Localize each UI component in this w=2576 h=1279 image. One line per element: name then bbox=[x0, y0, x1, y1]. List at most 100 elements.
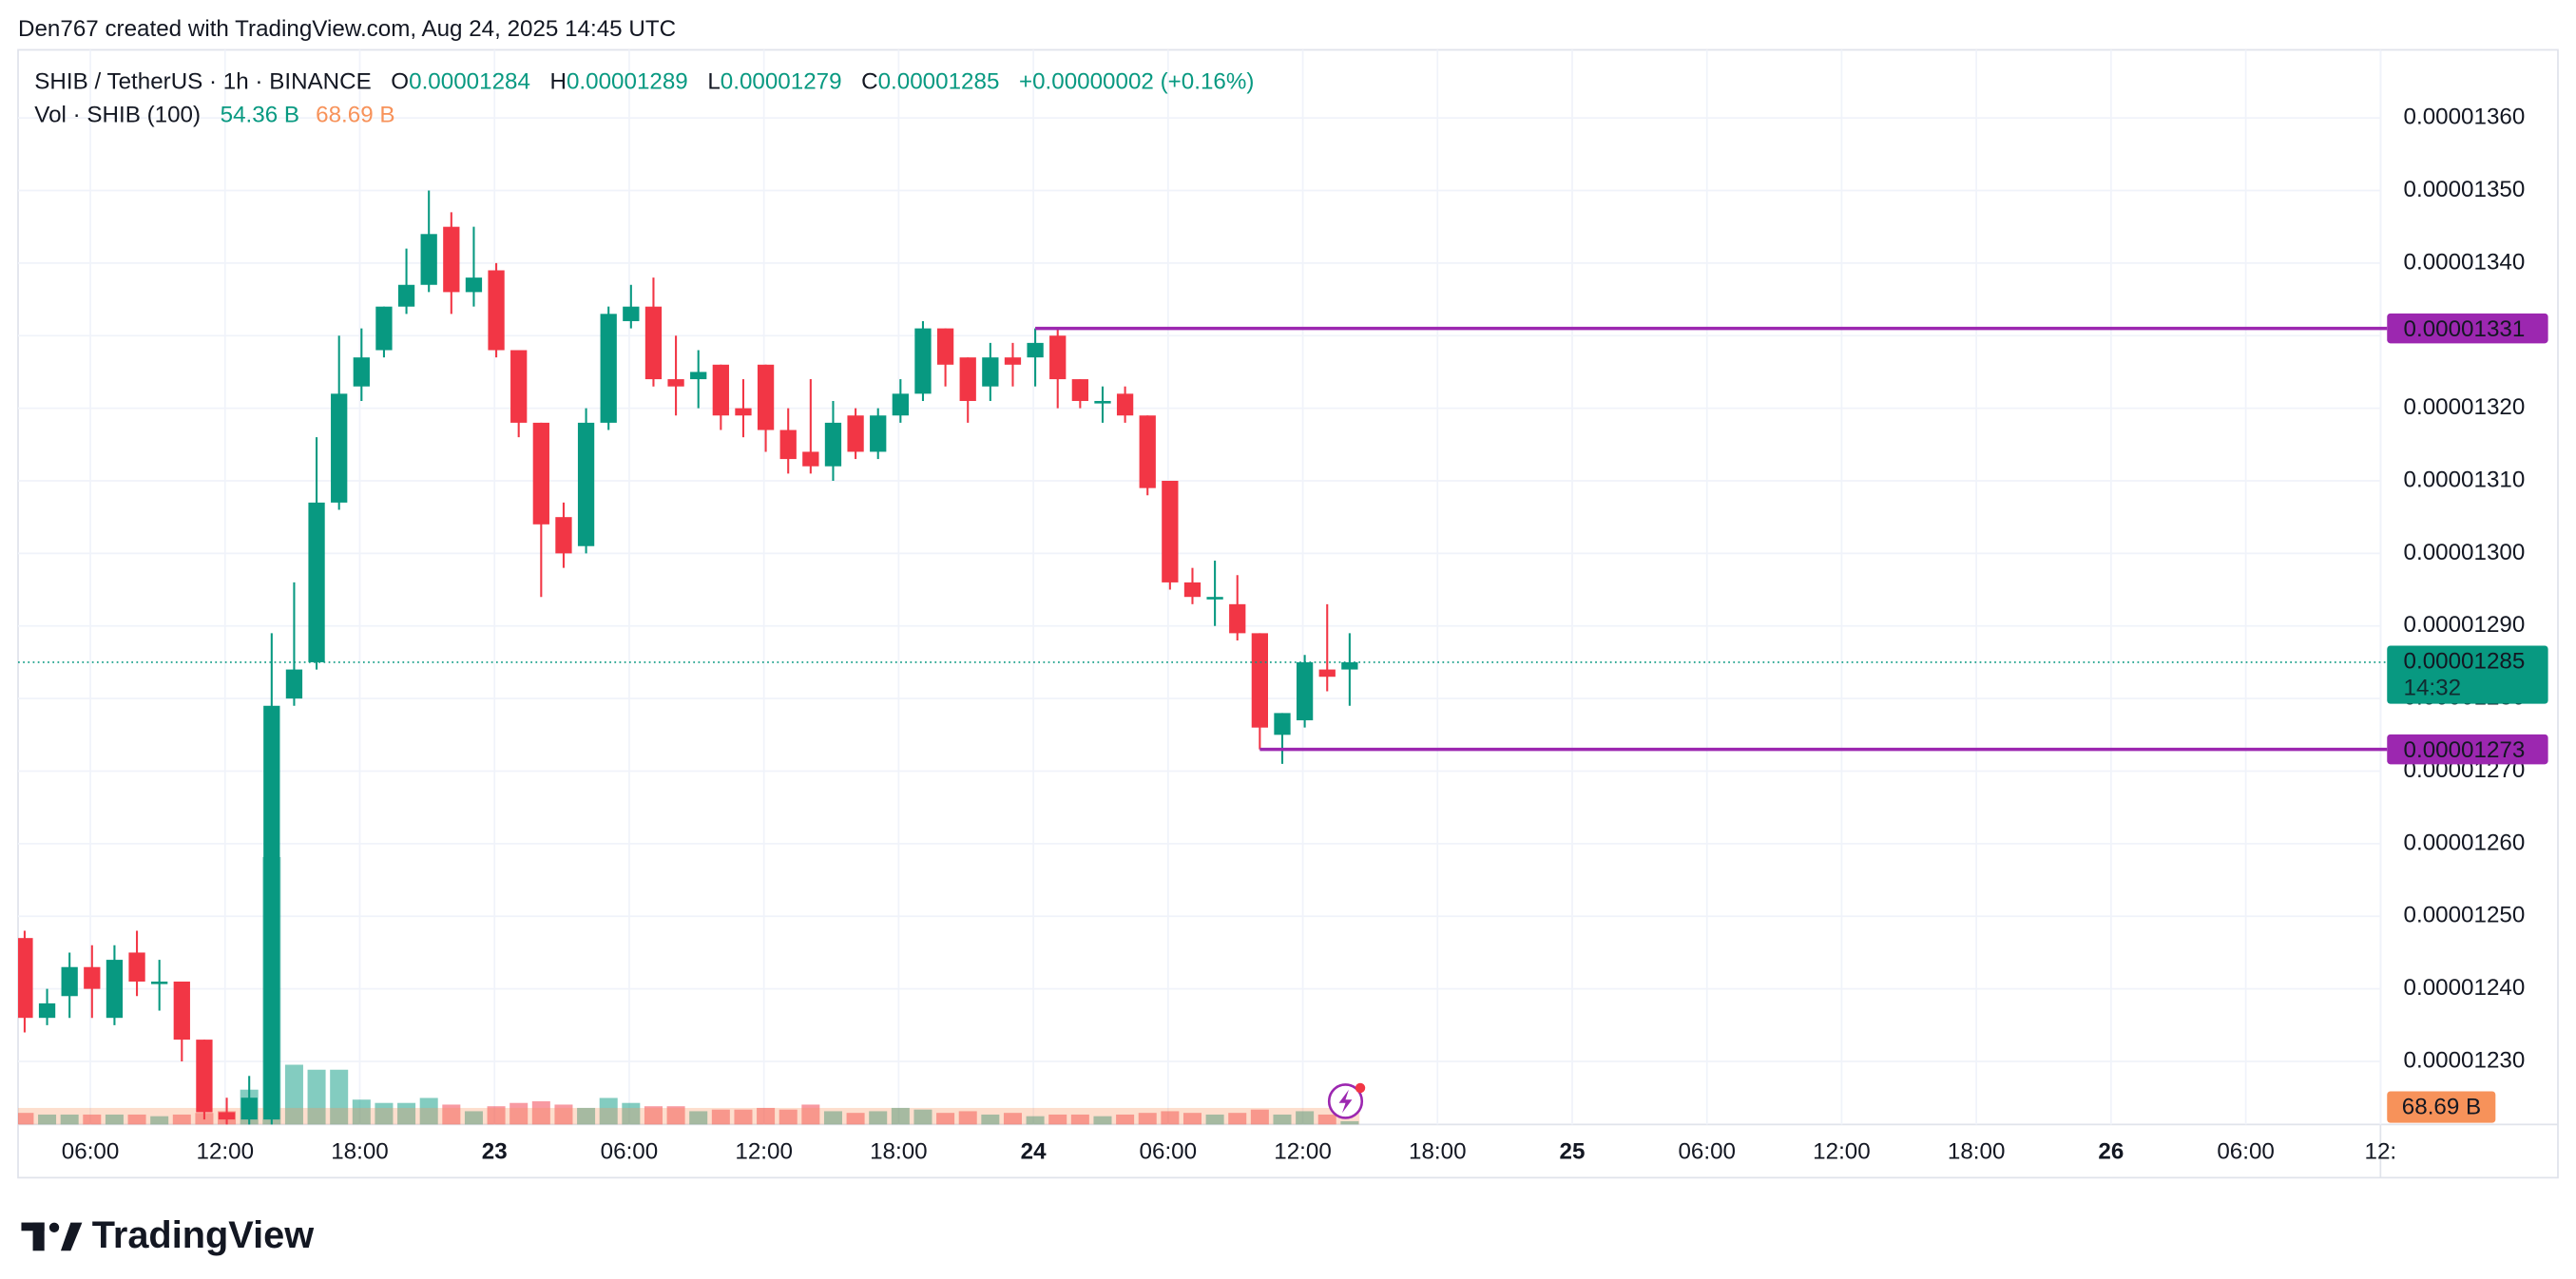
candle-body bbox=[1071, 379, 1088, 401]
volume-bar bbox=[1296, 1111, 1315, 1125]
candle-body bbox=[1162, 480, 1179, 582]
y-tick-label: 0.00001310 bbox=[2404, 467, 2526, 492]
candle-body bbox=[443, 226, 460, 293]
x-tick-label: 23 bbox=[482, 1138, 508, 1164]
volume-bar bbox=[981, 1114, 1000, 1125]
volume-bar bbox=[330, 1069, 349, 1125]
candle-body bbox=[1251, 633, 1269, 728]
candle-body bbox=[397, 284, 415, 307]
volume-bar bbox=[936, 1113, 955, 1125]
volume-bar bbox=[1048, 1114, 1067, 1125]
candle-body bbox=[1318, 669, 1336, 678]
candle-body bbox=[38, 1002, 56, 1019]
legend-key: C bbox=[861, 69, 877, 95]
legend-value: 0.00001279 bbox=[721, 69, 842, 95]
plot-area bbox=[18, 190, 1358, 1125]
legend-row: SHIB / TetherUS · 1h · BINANCE O 0.000012… bbox=[34, 69, 1254, 95]
volume-bar bbox=[757, 1107, 776, 1125]
volume-bar bbox=[38, 1114, 57, 1125]
candle-body bbox=[982, 357, 999, 387]
x-tick-label: 12:00 bbox=[197, 1138, 255, 1164]
candle-body bbox=[757, 364, 775, 430]
candle-body bbox=[1274, 713, 1291, 735]
x-tick-label: 18:00 bbox=[1409, 1138, 1467, 1164]
volume-bar bbox=[577, 1107, 596, 1125]
brand-name: TradingView bbox=[92, 1214, 315, 1256]
volume-pane bbox=[18, 856, 1360, 1125]
x-tick-label: 25 bbox=[1560, 1138, 1586, 1164]
y-tick-label: 0.00001240 bbox=[2404, 975, 2526, 1001]
candle-body bbox=[196, 1040, 213, 1113]
volume-bar bbox=[1093, 1116, 1112, 1125]
volume-bar bbox=[1250, 1109, 1269, 1125]
candle-body bbox=[240, 1098, 258, 1120]
brand-logo: TradingView bbox=[21, 1214, 315, 1256]
candle-body bbox=[892, 393, 909, 416]
candle-body bbox=[1094, 400, 1111, 404]
symbol-title: SHIB / TetherUS · 1h · BINANCE bbox=[34, 69, 371, 95]
y-tick-label: 0.00001290 bbox=[2404, 612, 2526, 638]
alert-icon bbox=[1327, 1082, 1366, 1119]
volume-bar bbox=[1138, 1113, 1157, 1125]
volume-bar bbox=[1273, 1114, 1292, 1125]
legend-key: H bbox=[549, 69, 566, 95]
candle-body bbox=[1229, 603, 1246, 634]
volume-bar bbox=[284, 1064, 303, 1125]
x-tick-label: 18:00 bbox=[870, 1138, 928, 1164]
candle-body bbox=[173, 982, 190, 1040]
volume-bar bbox=[397, 1102, 416, 1125]
volume-ma-area bbox=[18, 1107, 1360, 1125]
candle-body bbox=[847, 415, 864, 452]
x-tick-label: 24 bbox=[1021, 1138, 1047, 1164]
candle-body bbox=[465, 277, 483, 293]
logo-mark bbox=[60, 1222, 83, 1251]
countdown: 14:32 bbox=[2404, 675, 2462, 700]
volume-value: 54.36 B bbox=[221, 103, 299, 128]
candle-body bbox=[308, 502, 325, 662]
candle-body bbox=[1183, 582, 1201, 598]
credit: Den767 created with TradingView.com, Aug… bbox=[18, 16, 676, 42]
y-tick-label: 0.00001340 bbox=[2404, 249, 2526, 275]
chart-frame bbox=[17, 48, 2559, 1179]
volume-bar bbox=[1070, 1114, 1089, 1125]
candle-body bbox=[375, 306, 393, 351]
volume-bar bbox=[307, 1069, 326, 1125]
y-tick-label: 0.00001300 bbox=[2404, 540, 2526, 565]
level-label: 0.00001273 bbox=[2404, 737, 2526, 763]
volume-bar bbox=[1116, 1114, 1135, 1125]
candle-body bbox=[623, 306, 640, 321]
volume-bar bbox=[958, 1111, 977, 1125]
candle-body bbox=[488, 270, 505, 351]
candle-body bbox=[959, 357, 976, 401]
y-tick-label: 0.00001260 bbox=[2404, 830, 2526, 855]
candle-body bbox=[1004, 357, 1022, 365]
x-tick-label: 06:00 bbox=[1678, 1138, 1736, 1164]
candle-body bbox=[936, 328, 954, 365]
x-tick-label: 12:00 bbox=[1274, 1138, 1332, 1164]
level-tag bbox=[2387, 734, 2548, 765]
volume-bar bbox=[1205, 1114, 1224, 1125]
volume-bar bbox=[734, 1109, 753, 1125]
legend-key: O bbox=[391, 69, 409, 95]
last-price-tag bbox=[2387, 645, 2548, 704]
candle-body bbox=[1139, 415, 1156, 488]
y-tick-label: 0.00001360 bbox=[2404, 104, 2526, 129]
volume-bar bbox=[83, 1114, 102, 1125]
x-tick-label: 06:00 bbox=[1140, 1138, 1198, 1164]
axes: 0.000013600.000013500.000013400.00001330… bbox=[18, 104, 2548, 1165]
candle-body bbox=[128, 952, 145, 983]
x-tick-label: 26 bbox=[2098, 1138, 2124, 1164]
candle-body bbox=[151, 982, 168, 984]
legend-key: L bbox=[707, 69, 720, 95]
volume-bar bbox=[352, 1099, 371, 1125]
volume-bar bbox=[1228, 1113, 1247, 1125]
volume-bar bbox=[711, 1109, 730, 1125]
x-tick-label: 06:00 bbox=[62, 1138, 120, 1164]
candle-body bbox=[84, 966, 101, 989]
volume-bar bbox=[846, 1113, 865, 1125]
volume-bar bbox=[150, 1116, 169, 1125]
candle-body bbox=[779, 430, 797, 460]
candle-body bbox=[914, 328, 932, 394]
volume-tag bbox=[2387, 1091, 2496, 1123]
volume-bar bbox=[419, 1098, 438, 1125]
